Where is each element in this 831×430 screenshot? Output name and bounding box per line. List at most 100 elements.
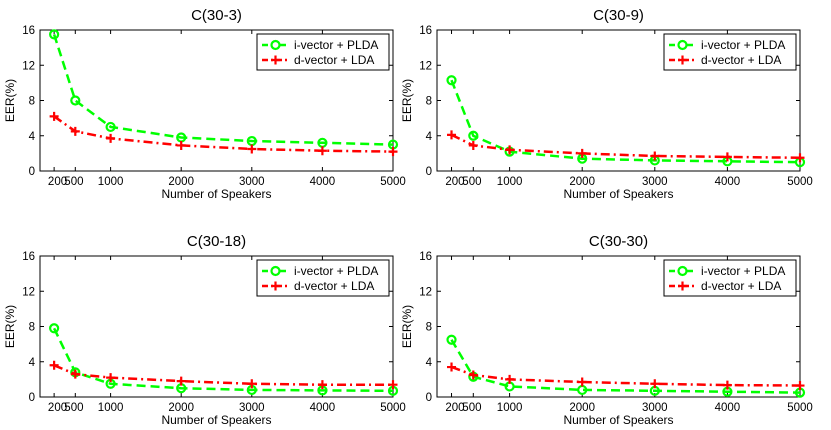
legend-label: d-vector + LDA: [701, 53, 781, 67]
y-tick-label: 4: [29, 357, 36, 369]
data-point-marker: [49, 29, 60, 40]
y-tick-label: 16: [22, 251, 35, 263]
chart-title: C(30-18): [187, 233, 246, 250]
legend-label: i-vector + PLDA: [294, 264, 378, 278]
y-tick-label: 16: [22, 25, 35, 37]
x-axis-label: Number of Speakers: [563, 187, 673, 201]
data-point-marker: [70, 126, 80, 136]
x-tick-label: 5000: [380, 176, 406, 188]
data-point-marker: [722, 152, 732, 162]
legend-marker: [678, 55, 687, 65]
data-point-marker: [650, 379, 660, 389]
series-line-1: [52, 327, 394, 393]
data-point-marker: [106, 133, 116, 143]
data-point-marker: [505, 145, 515, 155]
data-point-marker: [176, 140, 186, 150]
x-tick-label: 2000: [569, 402, 595, 414]
data-point-marker: [106, 373, 116, 383]
data-point-marker: [49, 111, 59, 121]
data-point-marker: [468, 140, 478, 150]
data-point-marker: [176, 376, 186, 386]
data-point-marker: [447, 362, 457, 372]
legend-marker: [678, 281, 687, 291]
x-tick-label: 2000: [168, 402, 194, 414]
y-axis-label: EER(%): [400, 79, 414, 122]
series-line-2: [450, 133, 801, 160]
x-tick-label: 1000: [98, 176, 124, 188]
x-tick-label: 3000: [642, 176, 668, 188]
legend-marker: [270, 265, 281, 277]
data-point-marker: [447, 130, 457, 140]
x-tick-label: 1000: [497, 176, 523, 188]
data-point-marker: [795, 153, 805, 163]
data-point-marker: [317, 146, 327, 156]
x-tick-label: 5000: [380, 402, 406, 414]
x-tick-label: 200: [48, 176, 67, 188]
y-tick-label: 12: [419, 286, 432, 298]
data-point-marker: [795, 381, 805, 391]
x-tick-label: 4000: [715, 176, 741, 188]
x-tick-label: 500: [462, 402, 481, 414]
x-axis-label: Number of Speakers: [563, 413, 673, 427]
legend-label: d-vector + LDA: [294, 279, 374, 293]
y-tick-label: 8: [29, 322, 35, 334]
y-tick-label: 16: [419, 25, 432, 37]
chart-title: C(30-9): [593, 7, 644, 24]
x-tick-label: 2000: [168, 176, 194, 188]
legend-label: i-vector + PLDA: [294, 38, 378, 52]
y-tick-label: 8: [29, 96, 35, 108]
legend-marker: [677, 265, 688, 277]
legend-label: i-vector + PLDA: [701, 38, 785, 52]
data-point-marker: [446, 334, 457, 345]
data-point-marker: [577, 377, 587, 387]
data-point-marker: [577, 148, 587, 158]
series-line-1: [450, 339, 801, 394]
data-point-marker: [388, 147, 398, 157]
x-tick-label: 3000: [239, 176, 265, 188]
y-tick-label: 0: [426, 166, 432, 178]
data-point-marker: [468, 370, 478, 380]
y-axis-label: EER(%): [400, 305, 414, 348]
chart-title: C(30-3): [191, 7, 242, 24]
x-axis-label: Number of Speakers: [161, 413, 271, 427]
series-line-2: [53, 364, 393, 386]
x-tick-label: 500: [462, 176, 481, 188]
legend-box: [256, 33, 390, 71]
data-point-marker: [70, 95, 81, 106]
x-tick-label: 200: [445, 176, 464, 188]
data-point-marker: [468, 130, 479, 141]
data-point-marker: [505, 374, 515, 384]
y-tick-label: 16: [419, 251, 432, 263]
chart-title: C(30-30): [589, 233, 648, 250]
data-point-marker: [49, 360, 59, 370]
legend-label: d-vector + LDA: [701, 279, 781, 293]
x-tick-label: 1000: [98, 402, 124, 414]
x-axis-label: Number of Speakers: [161, 187, 271, 201]
x-tick-label: 4000: [310, 402, 336, 414]
x-tick-label: 2000: [569, 176, 595, 188]
x-tick-label: 1000: [497, 402, 523, 414]
y-tick-label: 0: [29, 166, 35, 178]
x-tick-label: 200: [445, 402, 464, 414]
x-tick-label: 3000: [642, 402, 668, 414]
legend-marker: [677, 39, 688, 51]
y-tick-label: 12: [22, 60, 35, 72]
legend-marker: [270, 39, 281, 51]
data-point-marker: [105, 121, 116, 133]
y-tick-label: 8: [426, 322, 432, 334]
y-tick-label: 4: [426, 131, 433, 143]
data-point-marker: [247, 379, 257, 389]
x-tick-label: 5000: [787, 402, 813, 414]
x-tick-label: 4000: [715, 402, 741, 414]
data-point-marker: [650, 151, 660, 161]
x-tick-label: 500: [64, 402, 83, 414]
y-tick-label: 8: [426, 96, 432, 108]
y-tick-label: 4: [426, 357, 433, 369]
x-tick-label: 3000: [239, 402, 265, 414]
